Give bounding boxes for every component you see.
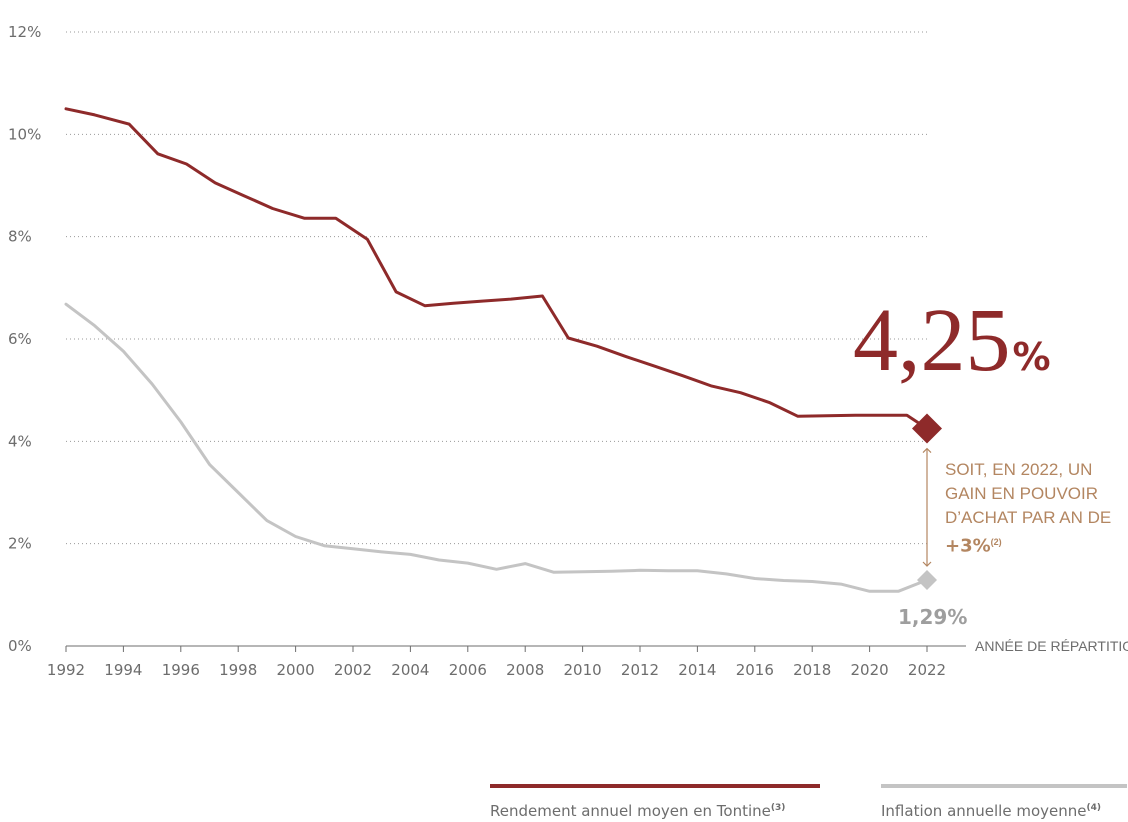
end-point-rendement (912, 413, 942, 444)
end-value-main-number: 4,25 (853, 291, 1011, 390)
series-line-inflation (64, 302, 929, 593)
x-tick-label: 2020 (851, 661, 889, 679)
legend-label-rendement: Rendement annuel moyen en Tontine(3) (490, 802, 820, 820)
legend-item-inflation: Inflation annuelle moyenne(4) (881, 784, 1127, 820)
x-tick-label: 2000 (277, 661, 315, 679)
end-value-inflation: 1,29% (898, 605, 968, 629)
y-tick-label: 0% (8, 637, 32, 655)
x-tick-label: 2016 (736, 661, 774, 679)
end-markers (912, 413, 942, 590)
end-value-main-unit: % (1012, 335, 1051, 379)
gain-note-text: SOIT, EN 2022, UN GAIN EN POUVOIR D’ACHA… (945, 460, 1112, 527)
y-tick-label: 10% (8, 125, 41, 143)
y-tick-label: 2% (8, 535, 32, 553)
x-tick-label: 1996 (162, 661, 200, 679)
series-lines (64, 107, 929, 593)
x-tick-label: 2012 (621, 661, 659, 679)
y-tick-label: 4% (8, 432, 32, 450)
x-tick-label: 2006 (449, 661, 487, 679)
legend-label-rendement-text: Rendement annuel moyen en Tontine (490, 802, 771, 820)
legend-item-rendement: Rendement annuel moyen en Tontine(3) (490, 784, 820, 820)
y-axis: 0% 2% 4% 6% 8% 10% 12% (8, 23, 41, 655)
x-tick-label: 2022 (908, 661, 946, 679)
x-tick-label: 2004 (391, 661, 429, 679)
end-point-inflation (917, 569, 937, 590)
gain-note: SOIT, EN 2022, UN GAIN EN POUVOIR D’ACHA… (945, 458, 1120, 559)
legend-label-inflation: Inflation annuelle moyenne(4) (881, 802, 1127, 820)
legend-footnote-rendement: (3) (770, 803, 786, 813)
x-axis-title: ANNÉE DE RÉPARTITION (975, 638, 1128, 654)
x-tick-label: 2002 (334, 661, 372, 679)
x-tick-label: 1992 (47, 661, 85, 679)
y-tick-label: 12% (8, 23, 41, 41)
end-value-main: 4,25% (853, 296, 1051, 386)
x-tick-label: 2010 (564, 661, 602, 679)
x-tick-label: 2014 (678, 661, 716, 679)
x-axis: 1992 1994 1996 1998 2000 2002 2004 2006 2008 2010… (47, 646, 946, 679)
y-tick-label: 6% (8, 330, 32, 348)
gain-note-value: +3% (945, 535, 991, 557)
legend-footnote-inflation: (4) (1086, 803, 1101, 813)
gain-note-footnote: (2) (990, 537, 1002, 547)
legend-label-inflation-text: Inflation annuelle moyenne (881, 802, 1087, 820)
x-tick-label: 1994 (104, 661, 142, 679)
x-tick-label: 2008 (506, 661, 544, 679)
x-tick-label: 2018 (793, 661, 831, 679)
grid-lines (66, 31, 927, 545)
y-tick-label: 8% (8, 228, 32, 246)
series-line-rendement (64, 107, 929, 430)
x-tick-label: 1998 (219, 661, 257, 679)
legend-line-rendement (490, 784, 820, 788)
legend-line-inflation (881, 784, 1127, 788)
